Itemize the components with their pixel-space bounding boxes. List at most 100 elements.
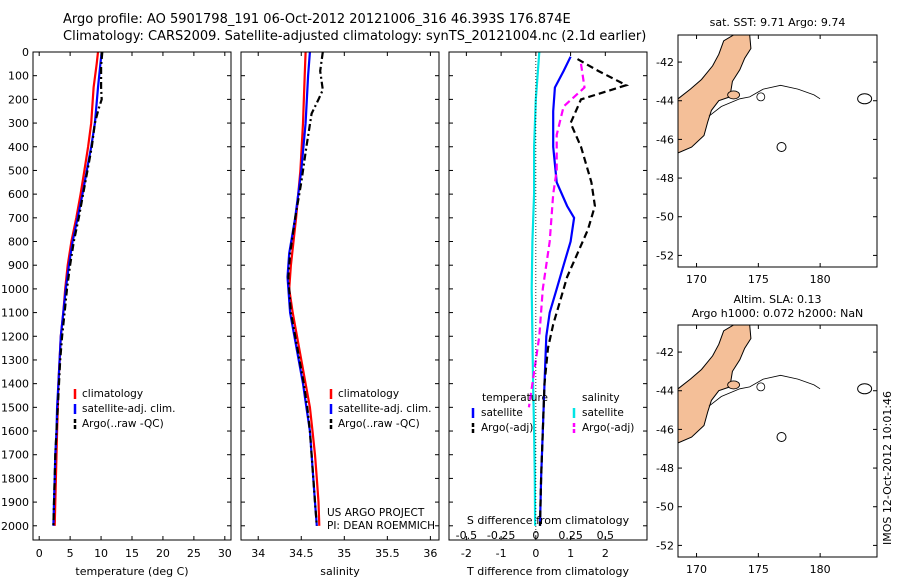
s-tick-label: 0.25: [558, 529, 583, 542]
map-x-tick-label: 180: [810, 563, 831, 576]
x-tick-label: 1: [567, 547, 574, 560]
land-mass: [678, 35, 752, 154]
legend-entry: Argo(-adj): [582, 422, 634, 434]
x-axis-label: T difference from climatology: [466, 565, 629, 578]
footer-timestamp: IMOS 12-Oct-2012 10:01:46: [881, 391, 894, 545]
map-background: [678, 325, 877, 557]
map-frame: [677, 34, 878, 268]
contour-circle: [756, 382, 766, 392]
annotation-text: US ARGO PROJECT: [327, 507, 425, 519]
legend-entry: satellite-adj. clim.: [82, 403, 175, 415]
map-x-tick-label: 170: [686, 273, 707, 286]
land-mass: [727, 90, 741, 100]
map-y-tick-label: -46: [656, 423, 674, 436]
map-field: [678, 325, 877, 557]
x-tick-label: 5: [67, 547, 74, 560]
map-x-tick-label: 170: [686, 563, 707, 576]
s-axis-label: S difference from climatology: [467, 514, 630, 527]
y-tick-label: 0: [22, 46, 29, 59]
y-tick-label: 2000: [1, 520, 29, 533]
map-y-tick-label: -48: [656, 462, 674, 475]
y-tick-label: 1200: [1, 330, 29, 343]
header-line-1: Argo profile: AO 5901798_191 06-Oct-2012…: [63, 12, 571, 27]
panel-temperature: 0100200300400500600700800900100011001200…: [1, 46, 232, 578]
s-tick-label: 0.5: [597, 529, 615, 542]
x-tick-label: 10: [94, 547, 108, 560]
y-tick-label: 900: [8, 259, 29, 272]
y-tick-label: 1700: [1, 449, 29, 462]
x-tick-label: -1: [496, 547, 507, 560]
x-tick-label: 0: [36, 547, 43, 560]
legend-entry: Argo(..raw -QC): [82, 418, 164, 430]
y-tick-label: 1300: [1, 354, 29, 367]
annotation-text: PI: DEAN ROEMMICH: [327, 520, 435, 532]
y-tick-label: 500: [8, 164, 29, 177]
chatham-island: [857, 383, 873, 395]
y-tick-label: 1900: [1, 496, 29, 509]
series-line-difference-0: [538, 56, 576, 526]
x-tick-label: 34.5: [289, 547, 314, 560]
series-line-temperature-0: [53, 51, 100, 526]
legend-entry: satellite-adj. clim.: [338, 403, 431, 415]
map-y-tick-label: -44: [656, 385, 674, 398]
y-tick-label: 100: [8, 70, 29, 83]
legend-entry: climatology: [82, 388, 143, 400]
y-tick-label: 1600: [1, 425, 29, 438]
x-tick-label: 25: [187, 547, 201, 560]
x-tick-label: 20: [156, 547, 170, 560]
panel-frame: [448, 51, 648, 541]
y-tick-label: 200: [8, 93, 29, 106]
map-y-tick-label: -48: [656, 172, 674, 185]
map-sla: -42 -44 -46 -48 -50 -52 170 175 180 Altim. SLA: 0…: [656, 293, 878, 576]
y-tick-label: 1000: [1, 283, 29, 296]
x-tick-label: 35.5: [375, 547, 400, 560]
map-x-tick-label: 180: [810, 273, 831, 286]
chatham-island: [857, 93, 873, 105]
legend-entry: Argo(-adj): [481, 422, 533, 434]
y-tick-label: 600: [8, 188, 29, 201]
series-line-salinity-2: [287, 51, 324, 526]
y-tick-label: 1500: [1, 401, 29, 414]
map-field: [678, 35, 877, 267]
map-title-line-2: Argo h1000: 0.072 h2000: NaN: [692, 307, 864, 320]
x-tick-label: 15: [125, 547, 139, 560]
header-line-2: Climatology: CARS2009. Satellite-adjuste…: [63, 29, 647, 44]
legend-entry: satellite: [481, 407, 523, 419]
land-mass: [678, 325, 752, 444]
y-tick-label: 700: [8, 212, 29, 225]
series-line-difference-2: [530, 51, 541, 526]
x-tick-label: 36: [423, 547, 437, 560]
y-tick-label: 400: [8, 141, 29, 154]
map-y-tick-label: -46: [656, 133, 674, 146]
x-tick-label: 34: [251, 547, 265, 560]
isobath-contour: [708, 84, 821, 117]
map-y-tick-label: -50: [656, 211, 674, 224]
land-mass: [727, 380, 741, 390]
contour-circle: [756, 92, 766, 102]
legend-entry: climatology: [338, 388, 399, 400]
map-title: sat. SST: 9.71 Argo: 9.74: [710, 16, 846, 29]
y-tick-label: 300: [8, 117, 29, 130]
y-tick-label: 1400: [1, 378, 29, 391]
argo-position-marker: [776, 141, 787, 152]
series-line-salinity-0: [288, 51, 321, 526]
series-line-temperature-1: [52, 51, 103, 526]
panel-difference: -2 -1 0 1 2 T difference from climatology -0.5…: [448, 51, 648, 578]
map-y-tick-label: -42: [656, 56, 674, 69]
map-x-tick-label: 175: [748, 563, 769, 576]
map-y-tick-label: -44: [656, 95, 674, 108]
panel-frame: [32, 51, 232, 541]
legend-title-temperature: temperature: [482, 392, 548, 404]
x-tick-label: 0: [532, 547, 539, 560]
panel-frame: [240, 51, 440, 541]
panel-salinity: 34 34.5 35 35.5 36 salinity climatology satelli…: [240, 51, 440, 578]
argo-position-marker: [776, 431, 787, 442]
legend-entry: satellite: [582, 407, 624, 419]
x-tick-label: 30: [218, 547, 232, 560]
x-tick-label: 35: [337, 547, 351, 560]
map-y-tick-label: -52: [656, 539, 674, 552]
map-y-tick-label: -42: [656, 346, 674, 359]
legend-title-salinity: salinity: [582, 392, 620, 404]
y-tick-label: 800: [8, 236, 29, 249]
map-sst: -42 -44 -46 -48 -50 -52 170 175 180 sat. SST: 9.7…: [656, 16, 878, 286]
